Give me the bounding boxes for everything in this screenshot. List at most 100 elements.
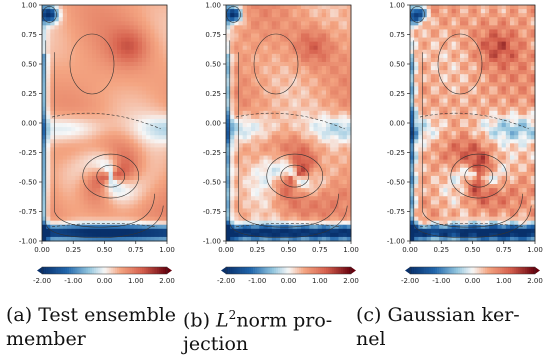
heatmap-cell (501, 9, 507, 14)
heatmap-cell (242, 224, 248, 230)
heatmap-cell (75, 33, 80, 38)
heatmap-cell (112, 82, 118, 87)
heatmap-cell (129, 139, 135, 144)
heatmap-cell (158, 17, 164, 22)
heatmap-cell (142, 163, 147, 169)
heatmap-cell (435, 179, 440, 185)
heatmap-cell (226, 118, 231, 124)
heatmap-cell (83, 57, 89, 63)
heatmap-cell (443, 82, 448, 87)
heatmap-cell (334, 86, 339, 91)
heatmap-cell (330, 228, 335, 234)
heatmap-cell (426, 106, 432, 112)
heatmap-cell (338, 167, 344, 173)
heatmap-cell (326, 155, 331, 161)
heatmap-cell (62, 110, 68, 116)
heatmap-cell (246, 139, 252, 144)
heatmap-cell (226, 212, 231, 217)
heatmap-cell (451, 5, 457, 10)
heatmap-cell (426, 236, 432, 242)
heatmap-cell (230, 98, 235, 104)
heatmap-cell (342, 118, 348, 124)
heatmap-cell (100, 25, 105, 30)
heatmap-cell (451, 86, 457, 91)
heatmap-cell (87, 21, 93, 26)
heatmap-cell (326, 228, 331, 234)
heatmap-cell (75, 188, 80, 193)
heatmap-cell (493, 41, 498, 47)
heatmap-cell (301, 49, 306, 55)
heatmap-cell (162, 29, 168, 34)
heatmap-cell (263, 139, 269, 144)
heatmap-cell (493, 82, 498, 87)
heatmap-cell (426, 86, 432, 91)
heatmap-cell (246, 192, 252, 197)
colorbar-cell (75, 267, 78, 274)
heatmap-cell (342, 163, 348, 169)
heatmap-cell (480, 236, 486, 242)
colorbar-tick-label: 2.00 (343, 277, 359, 285)
heatmap-cell (497, 86, 503, 91)
heatmap-cell (342, 29, 348, 34)
heatmap-cell (313, 192, 319, 197)
heatmap-cell (338, 204, 344, 209)
heatmap-cell (451, 143, 457, 148)
heatmap-cell (162, 204, 168, 209)
heatmap-cell (305, 171, 310, 177)
heatmap-cell (317, 135, 323, 140)
colorbar-cell (242, 267, 246, 274)
heatmap-cell (296, 204, 302, 209)
heatmap-cell (251, 61, 256, 67)
heatmap-cell (439, 9, 444, 14)
heatmap-cell (292, 123, 298, 128)
heatmap-cell (75, 135, 80, 140)
heatmap-cell (100, 21, 105, 26)
colorbar-cell (54, 267, 57, 274)
heatmap-cell (133, 188, 139, 193)
heatmap-cell (313, 212, 319, 217)
heatmap-cell (418, 236, 423, 242)
colorbar-cell (60, 267, 64, 274)
heatmap-cell (67, 196, 72, 201)
heatmap-cell (104, 196, 110, 201)
heatmap-cell (50, 151, 55, 156)
heatmap-cell (230, 224, 235, 230)
heatmap-cell (313, 135, 319, 140)
heatmap-cell (418, 78, 423, 83)
heatmap-cell (276, 196, 281, 201)
heatmap-cell (46, 114, 51, 120)
heatmap-cell (42, 131, 47, 136)
heatmap-cell (133, 82, 139, 87)
heatmap-cell (42, 94, 47, 99)
heatmap-cell (238, 196, 244, 201)
heatmap-cell (468, 66, 473, 71)
heatmap-cell (162, 37, 168, 43)
heatmap-cell (288, 49, 294, 55)
heatmap-cell (100, 179, 105, 185)
heatmap-cell (121, 45, 126, 51)
heatmap-cell (485, 118, 490, 124)
colorbar-cell (321, 267, 325, 274)
heatmap-cell (305, 13, 310, 18)
heatmap-cell (226, 82, 231, 87)
heatmap-cell (284, 37, 289, 43)
heatmap-cell (125, 45, 130, 51)
heatmap-cell (62, 94, 68, 99)
heatmap-cell (330, 78, 335, 83)
heatmap-cell (129, 57, 135, 63)
heatmap-cell (418, 110, 423, 116)
heatmap-cell (317, 70, 323, 75)
heatmap-cell (267, 5, 273, 10)
heatmap-cell (338, 196, 344, 201)
heatmap-cell (104, 90, 110, 95)
heatmap-cell (255, 232, 260, 238)
heatmap-cell (83, 200, 89, 205)
heatmap-cell (472, 21, 478, 26)
heatmap-cell (246, 37, 252, 43)
heatmap-cell (121, 228, 126, 234)
heatmap-cell (485, 232, 490, 238)
heatmap-cell (334, 212, 339, 217)
heatmap-cell (338, 45, 344, 51)
heatmap-cell (326, 13, 331, 18)
heatmap-cell (108, 82, 114, 87)
